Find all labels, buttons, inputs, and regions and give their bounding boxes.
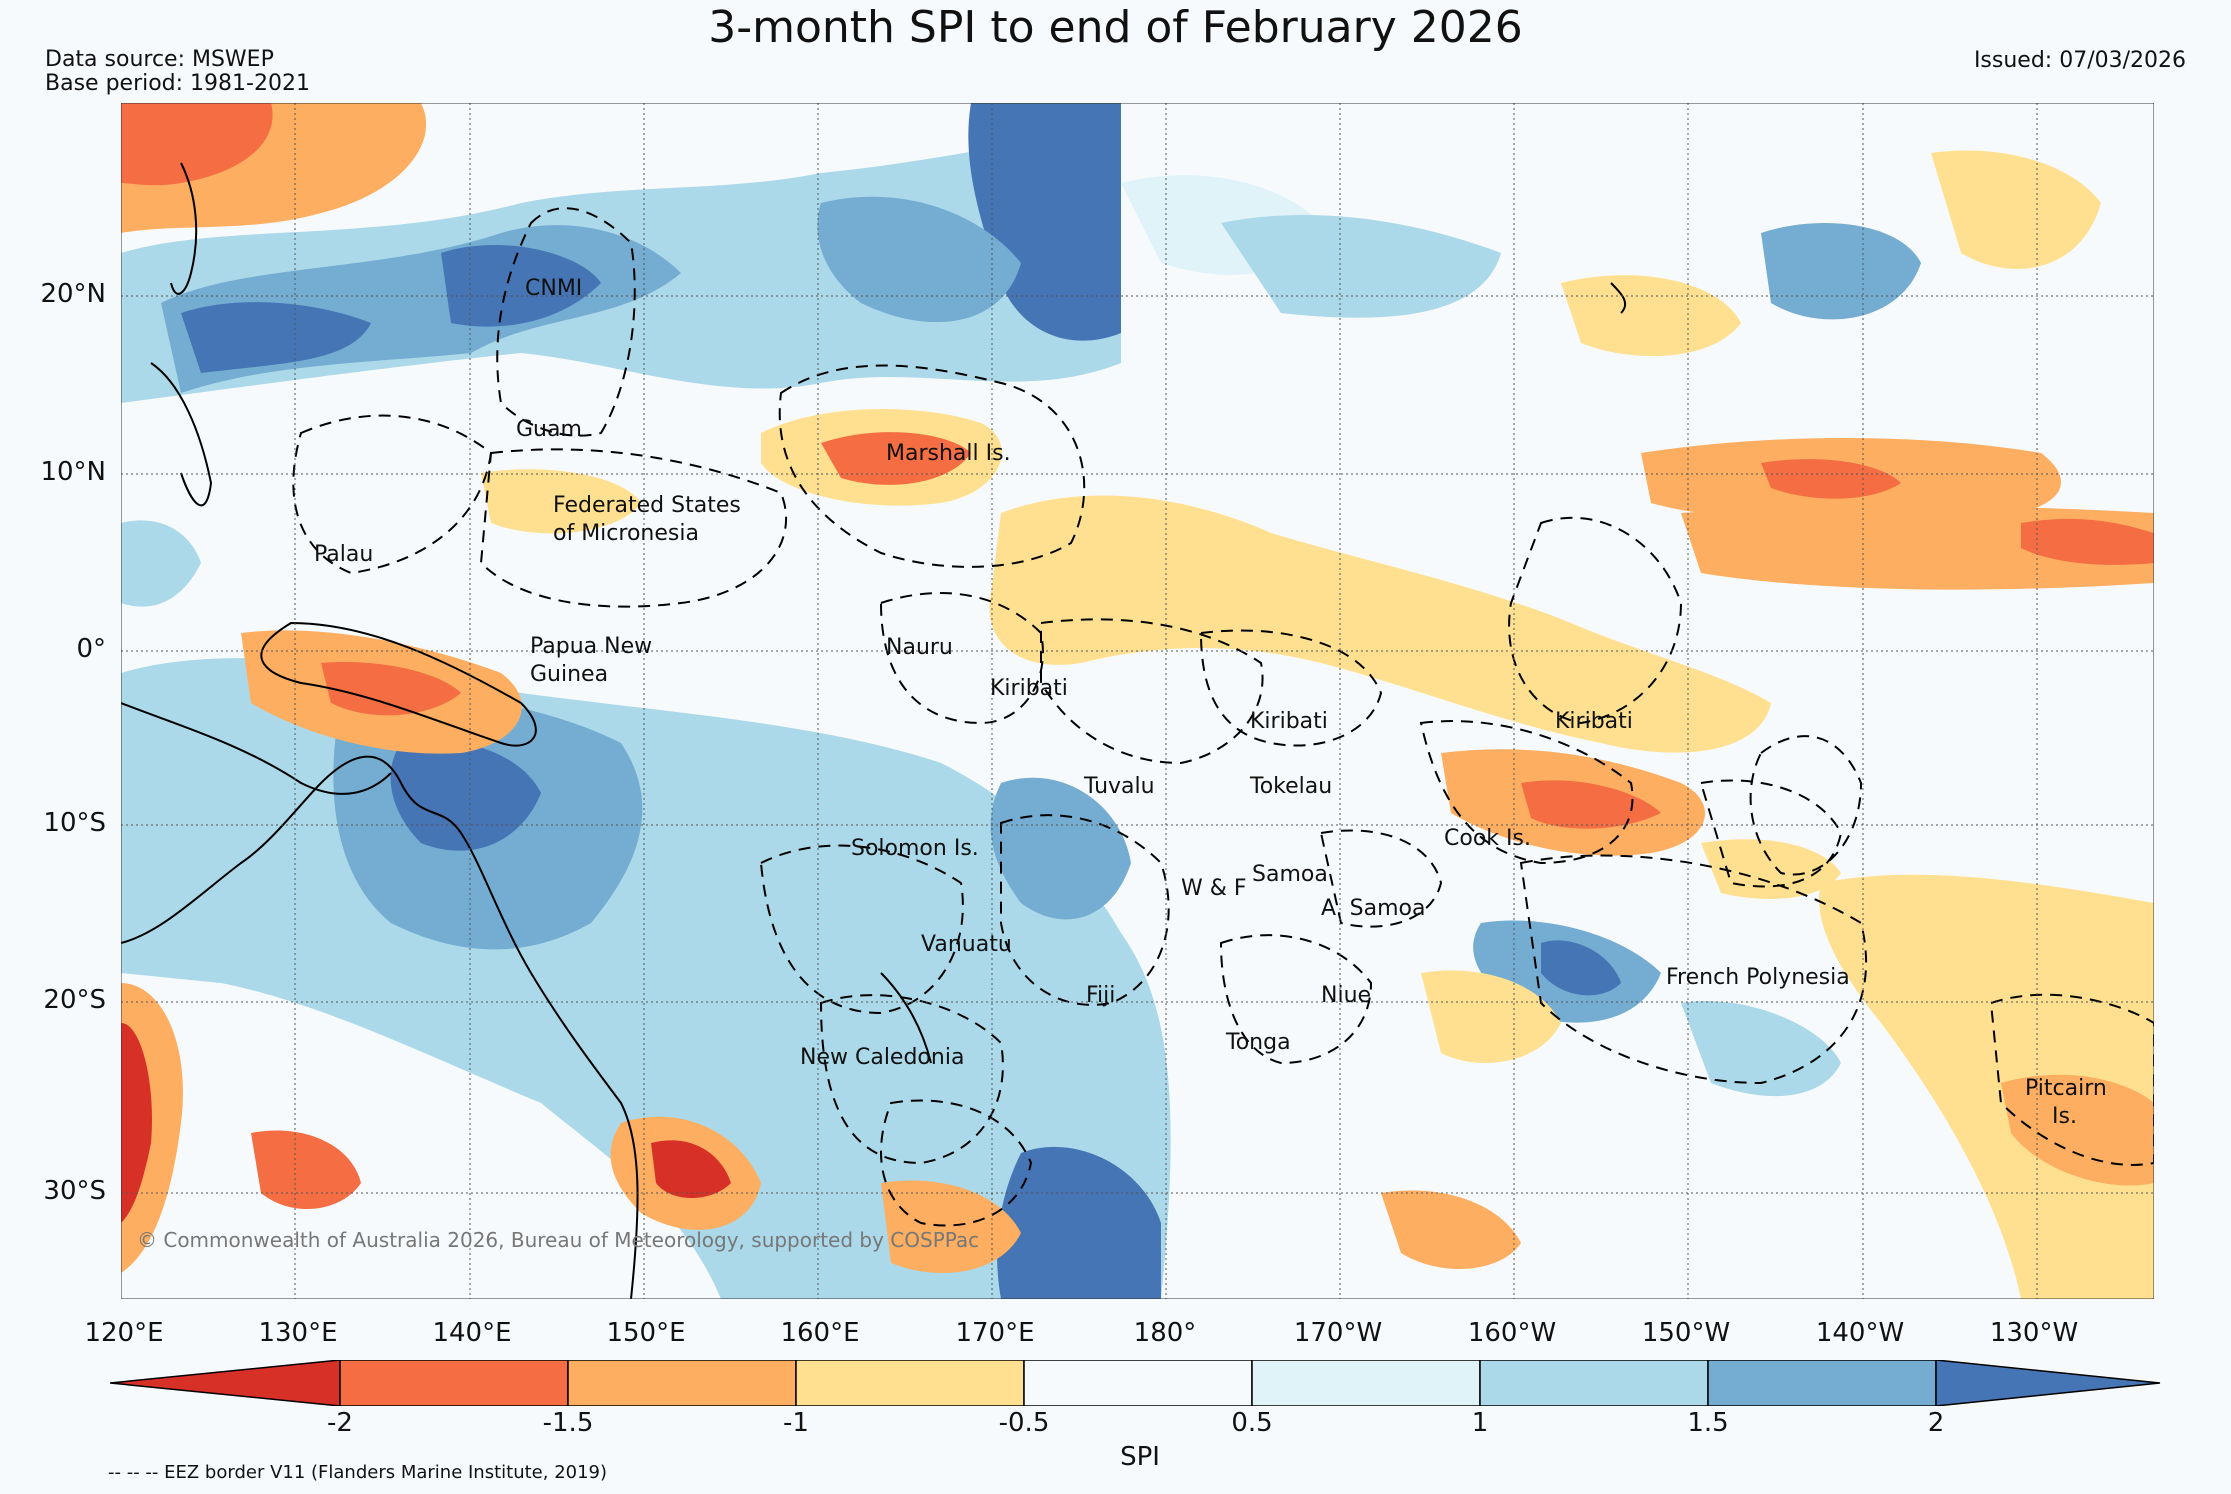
colorbar-tick: -0.5 xyxy=(998,1408,1050,1438)
lon-label-130w: 130°W xyxy=(1989,1318,2079,1348)
colorbar-tick: -1 xyxy=(783,1408,809,1438)
dry-anomaly-regions xyxy=(121,103,2154,1299)
label-solomon-islands: Solomon Is. xyxy=(851,836,979,861)
label-wallis-futuna: W & F xyxy=(1181,876,1247,901)
label-png-line1: Papua New xyxy=(530,634,652,659)
colorbar-segment xyxy=(795,1360,1025,1406)
lon-label-170e: 170°E xyxy=(955,1318,1035,1348)
colorbar-segment xyxy=(567,1360,797,1406)
place-labels: CNMI Guam Marshall Is. Federated States … xyxy=(314,276,2107,1129)
lon-label-170w: 170°W xyxy=(1293,1318,1383,1348)
label-guam: Guam xyxy=(516,417,582,442)
label-pitcairn-line1: Pitcairn xyxy=(2025,1076,2107,1101)
coastlines xyxy=(121,162,1627,1299)
colorbar-segment xyxy=(1251,1360,1481,1406)
label-niue: Niue xyxy=(1321,983,1371,1008)
spi-colorbar xyxy=(110,1360,2161,1406)
label-nauru: Nauru xyxy=(886,635,953,660)
colorbar-tick: -1.5 xyxy=(542,1408,594,1438)
spi-map-canvas: CNMI Guam Marshall Is. Federated States … xyxy=(121,103,2154,1299)
eez-footnote: -- -- -- EEZ border V11 (Flanders Marine… xyxy=(108,1462,608,1483)
colorbar-tick: -2 xyxy=(327,1408,353,1438)
base-period: Base period: 1981-2021 xyxy=(45,71,310,96)
lat-label-10n: 10°N xyxy=(40,457,106,487)
map-metadata: Data source: MSWEP Base period: 1981-202… xyxy=(45,48,310,96)
label-tonga: Tonga xyxy=(1225,1030,1291,1055)
label-marshall-islands: Marshall Is. xyxy=(886,441,1011,466)
label-kiribati-central: Kiribati xyxy=(1250,709,1328,734)
colorbar-extend-low xyxy=(110,1360,341,1406)
label-fiji: Fiji xyxy=(1086,983,1115,1008)
colorbar-tick: 2 xyxy=(1927,1408,1945,1438)
label-tuvalu: Tuvalu xyxy=(1083,774,1155,799)
spi-map[interactable]: CNMI Guam Marshall Is. Federated States … xyxy=(121,103,2154,1299)
map-title: 3-month SPI to end of February 2026 xyxy=(708,2,1523,53)
label-palau: Palau xyxy=(314,542,373,567)
label-samoa: Samoa xyxy=(1252,862,1328,887)
issued-date: Issued: 07/03/2026 xyxy=(1973,48,2186,73)
colorbar-segment xyxy=(339,1360,569,1406)
label-cnmi: CNMI xyxy=(525,276,582,301)
lon-label-160w: 160°W xyxy=(1467,1318,1557,1348)
lon-label-140e: 140°E xyxy=(432,1318,512,1348)
lat-label-20n: 20°N xyxy=(40,279,106,309)
lat-label-30s: 30°S xyxy=(43,1176,106,1206)
wet-anomaly-regions xyxy=(121,103,1921,1299)
label-pitcairn-line2: Is. xyxy=(2052,1104,2077,1129)
colorbar-segment xyxy=(1707,1360,1937,1406)
colorbar-tick: 1.5 xyxy=(1687,1408,1729,1438)
label-american-samoa: A. Samoa xyxy=(1321,896,1425,921)
copyright-notice: © Commonwealth of Australia 2026, Bureau… xyxy=(137,1228,979,1252)
label-fsm-line1: Federated States xyxy=(553,493,741,518)
label-fsm-line2: of Micronesia xyxy=(553,521,699,546)
lon-label-150w: 150°W xyxy=(1641,1318,1731,1348)
label-french-polynesia: French Polynesia xyxy=(1666,965,1850,990)
data-source: Data source: MSWEP xyxy=(45,47,274,72)
eez-borders xyxy=(292,207,2154,1227)
lon-label-180: 180° xyxy=(1133,1318,1197,1348)
lat-label-10s: 10°S xyxy=(43,808,106,838)
lon-label-150e: 150°E xyxy=(606,1318,686,1348)
label-new-caledonia: New Caledonia xyxy=(800,1045,964,1070)
lon-label-140w: 140°W xyxy=(1815,1318,1905,1348)
colorbar-segment xyxy=(1479,1360,1709,1406)
lon-label-160e: 160°E xyxy=(780,1318,860,1348)
graticule xyxy=(121,103,2154,1299)
label-tokelau: Tokelau xyxy=(1249,774,1332,799)
label-cook-islands: Cook Is. xyxy=(1444,826,1531,851)
colorbar-extend-high xyxy=(1935,1360,2161,1406)
colorbar-tick: 0.5 xyxy=(1231,1408,1273,1438)
label-png-line2: Guinea xyxy=(530,662,608,687)
colorbar-segment xyxy=(1023,1360,1253,1406)
label-kiribati-west: Kiribati xyxy=(990,676,1068,701)
lon-label-130e: 130°E xyxy=(258,1318,338,1348)
lat-label-0: 0° xyxy=(76,634,106,664)
lat-label-20s: 20°S xyxy=(43,985,106,1015)
label-vanuatu: Vanuatu xyxy=(921,932,1012,957)
label-kiribati-east: Kiribati xyxy=(1555,709,1633,734)
colorbar-label: SPI xyxy=(1120,1442,1160,1472)
lon-label-120e: 120°E xyxy=(84,1318,164,1348)
colorbar-tick: 1 xyxy=(1471,1408,1489,1438)
